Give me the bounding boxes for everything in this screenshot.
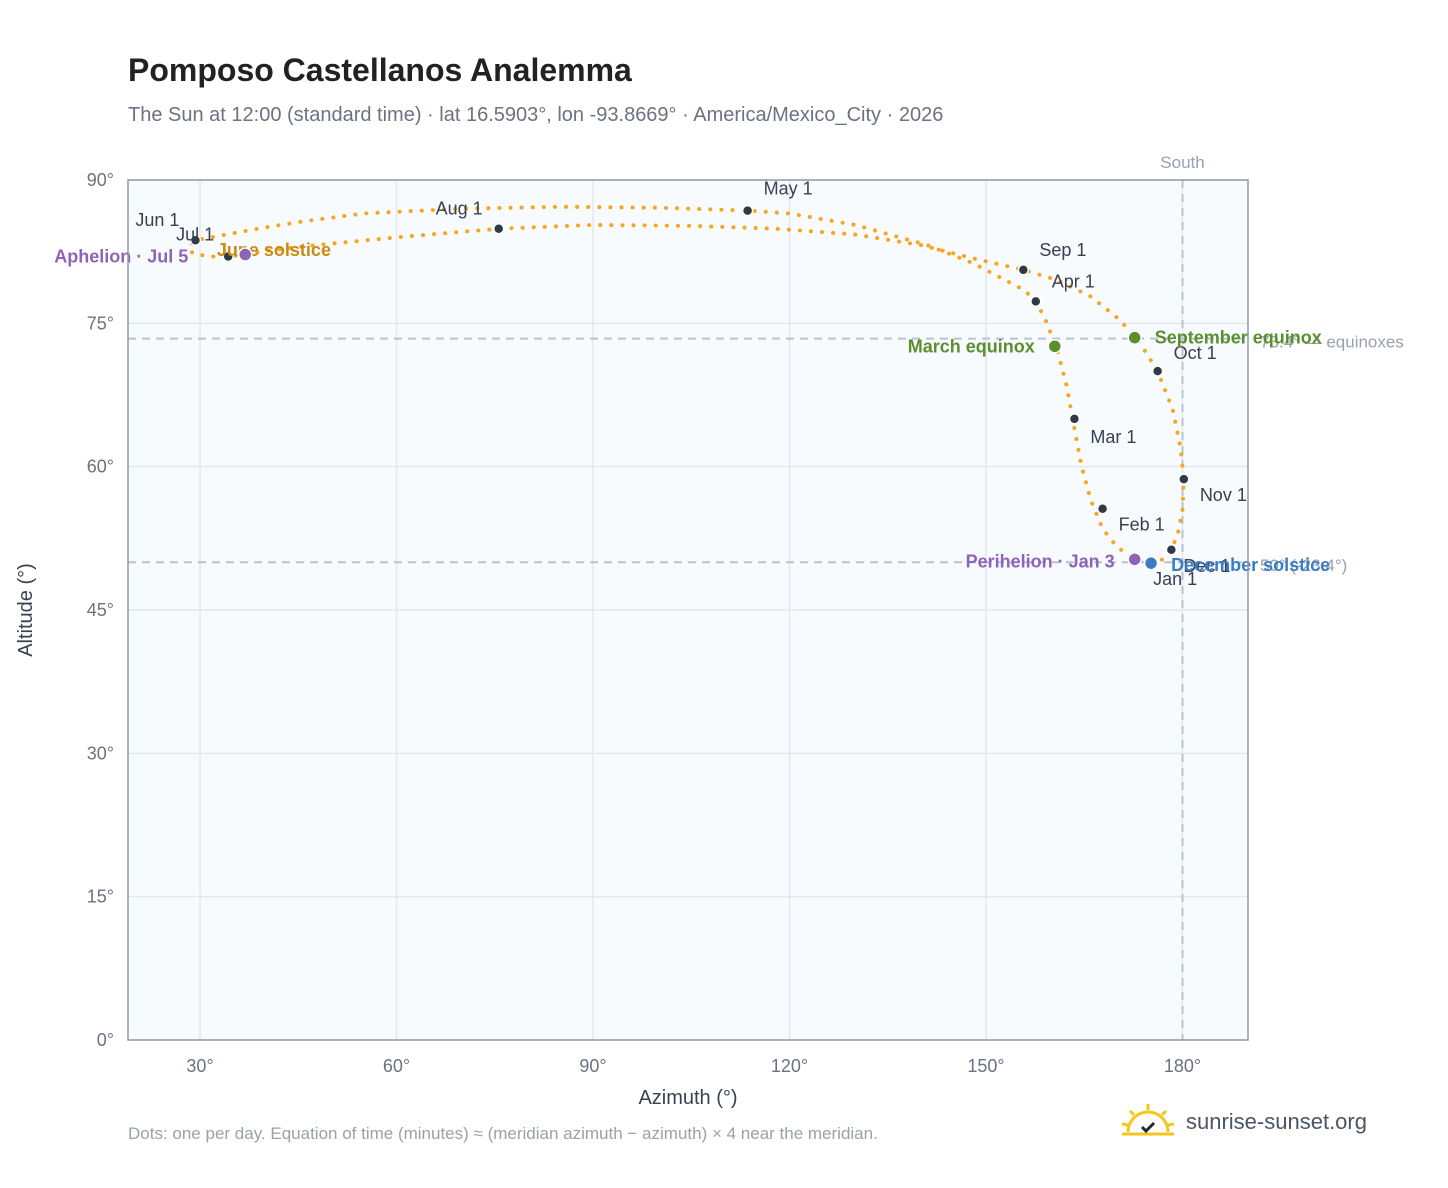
month-marker-label: Sep 1 [1039,240,1086,260]
month-marker [1030,295,1042,308]
brand[interactable]: sunrise-sunset.org [1120,1102,1367,1142]
month-marker-label: Mar 1 [1090,427,1136,447]
y-tick-label: 15° [87,887,114,907]
altitude-reference-label: 50° (-23.4°) [1260,556,1347,575]
plot-frame [127,179,1249,1041]
month-marker-label: Dec 1 [1183,556,1230,576]
event-marker [1127,552,1142,567]
event-markers: March equinox September equinox June solst… [54,240,1330,575]
x-tick-label: 30° [186,1056,213,1076]
analemma-curve [186,204,1186,566]
event-label: Perihelion · Jan 3 [966,551,1115,571]
month-marker [189,234,202,246]
month-marker-label: May 1 [764,179,813,199]
footnote: Dots: one per day. Equation of time (min… [128,1124,878,1143]
sun-logo-icon [1121,1104,1175,1136]
month-marker-label: Jul 1 [176,224,214,244]
month-marker [1151,365,1164,377]
y-tick-label: 60° [87,457,114,477]
month-marker [1096,502,1109,515]
y-tick-label: 75° [87,313,114,333]
reference-lines: South 73.4° — equinoxes 50° (-23.4°) [128,153,1404,1040]
event-label: September equinox [1155,328,1322,348]
x-tick-label: 120° [771,1056,808,1076]
month-marker-label: Jan 1 [1153,569,1197,589]
month-marker [492,222,505,235]
month-marker-label: Jun 1 [135,210,179,230]
y-axis-title: Altitude (°) [15,563,37,657]
month-marker [1178,473,1190,485]
month-marker-label: Oct 1 [1174,343,1217,363]
event-marker [1127,330,1142,345]
month-marker [222,250,234,263]
x-tick-label: 180° [1164,1056,1201,1076]
meridian-label: South [1160,153,1204,172]
x-axis-title: Azimuth (°) [638,1087,737,1109]
event-label: June solstice [217,240,331,260]
x-tick-label: 90° [579,1056,606,1076]
x-tick-label: 60° [383,1056,410,1076]
altitude-reference-label: 73.4° — equinoxes [1260,333,1404,352]
y-tick-label: 30° [87,743,114,763]
month-marker-label: Aug 1 [436,199,483,219]
month-marker-label: Feb 1 [1119,515,1165,535]
month-marker [1165,544,1178,556]
x-tick-label: 150° [967,1056,1004,1076]
brand-name: sunrise-sunset.org [1186,1109,1367,1134]
month-marker [741,204,754,217]
y-tick-label: 45° [87,600,114,620]
event-label: March equinox [908,336,1035,356]
y-tick-label: 90° [87,170,114,190]
y-tick-label: 0° [97,1030,114,1050]
month-marker-label: Nov 1 [1200,485,1247,505]
event-label: Aphelion · Jul 5 [54,247,188,267]
event-marker [1143,555,1159,571]
chart-subtitle: The Sun at 12:00 (standard time) · lat 1… [128,104,944,126]
month-marker [1068,413,1081,425]
month-marker-label: Apr 1 [1052,271,1095,291]
analemma-daily-dots [186,204,1186,566]
event-label: December solstice [1171,555,1330,575]
event-marker [1047,339,1063,354]
month-marker [1017,264,1030,276]
chart-title: Pomposo Castellanos Analemma [128,52,632,88]
axis-ticks: 30° 60° 90° 120° 150° 180° 0° 15° 30° 45° 60° 75° 90… [87,170,1201,1076]
event-marker [237,247,253,262]
